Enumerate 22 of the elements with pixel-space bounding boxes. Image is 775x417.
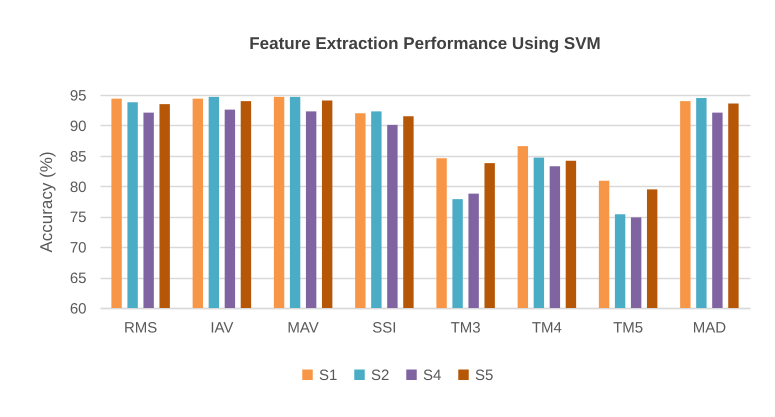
y-tick-label: 60	[70, 300, 86, 318]
x-tick-label: TM5	[613, 320, 644, 336]
legend-label: S4	[423, 366, 442, 384]
x-tick-label: IAV	[210, 320, 234, 336]
legend-label: S2	[371, 366, 390, 384]
chart-title: Feature Extraction Performance Using SVM	[249, 34, 601, 53]
y-tick-label: 95	[70, 88, 86, 104]
legend-label: S5	[475, 366, 494, 384]
y-tick-label: 70	[70, 240, 86, 257]
legend-label: S1	[319, 366, 338, 384]
y-tick-label: 90	[70, 118, 86, 135]
y-tick-label: 85	[70, 148, 86, 166]
x-tick-label: TM4	[532, 320, 562, 336]
x-tick-label: RMS	[124, 320, 158, 336]
x-tick-label: SSI	[372, 320, 396, 336]
y-tick-label: 75	[70, 209, 86, 226]
x-tick-label: TM3	[450, 320, 481, 336]
y-axis-title: Accuracy (%)	[36, 151, 56, 253]
x-tick-label: MAD	[692, 320, 726, 336]
y-tick-label: 80	[70, 178, 86, 196]
x-tick-label: MAV	[287, 320, 319, 336]
y-tick-label: 65	[70, 270, 86, 288]
